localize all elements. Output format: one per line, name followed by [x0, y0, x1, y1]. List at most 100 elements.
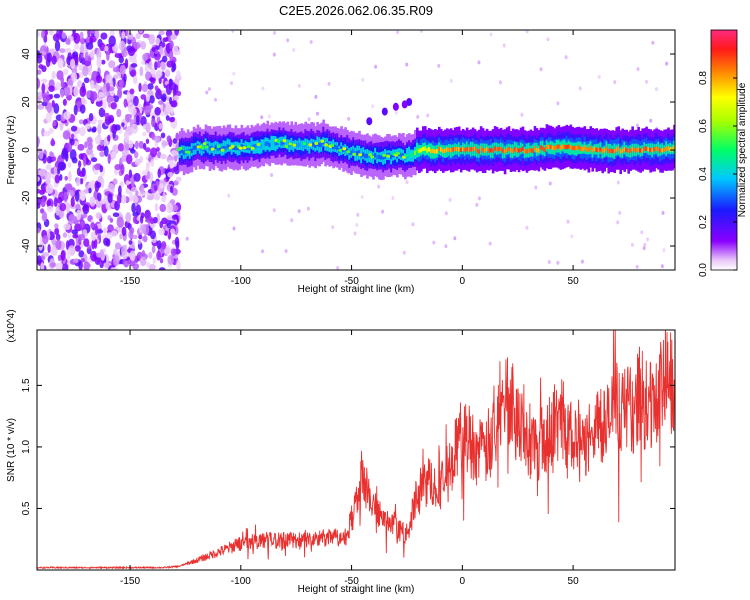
- heatmap-ridge-core: [380, 155, 383, 160]
- heatmap-speck: [556, 101, 560, 106]
- heatmap-noise-cell: [157, 100, 164, 105]
- heatmap-noise-cell: [157, 88, 161, 95]
- heatmap-noise-cell: [116, 216, 124, 228]
- heatmap-speck: [394, 110, 398, 115]
- heatmap-noise-cell: [58, 209, 64, 218]
- heatmap-ridge-core: [453, 146, 457, 152]
- heatmap-noise-cell: [55, 114, 63, 121]
- heatmap-noise-cell: [110, 267, 118, 270]
- heatmap-ridge-core: [274, 141, 277, 146]
- heatmap-noise-cell: [107, 96, 111, 108]
- heatmap-noise-cell: [170, 150, 178, 156]
- heatmap-noise-cell: [165, 115, 170, 121]
- heatmap-ridge-core: [515, 147, 519, 153]
- heatmap-noise-cell: [174, 236, 180, 247]
- heatmap-ridge-core: [340, 145, 343, 151]
- heatmap-speck: [371, 104, 375, 109]
- heatmap-ridge-highlight: [204, 145, 209, 149]
- heatmap-ridge-core: [216, 146, 220, 151]
- heatmap-speck: [374, 64, 378, 69]
- heatmap-noise-cell: [167, 254, 174, 265]
- heatmap-noise-cell: [82, 229, 88, 236]
- heatmap-ridge-core: [302, 143, 305, 149]
- heatmap-ridge-highlight: [358, 153, 363, 157]
- heatmap-noise-cell: [89, 79, 95, 90]
- heatmap-ridge-highlight: [250, 146, 255, 150]
- heatmap-noise-cell: [165, 102, 172, 113]
- heatmap-ridge-core: [571, 145, 574, 151]
- heatmap-noise-cell: [99, 151, 105, 158]
- heatmap-ridge-core: [613, 149, 616, 154]
- heatmap-noise-cell: [40, 198, 46, 208]
- heatmap-ridge-core: [270, 140, 273, 146]
- heatmap-speck: [498, 80, 502, 85]
- heatmap-ridge-core: [647, 147, 650, 152]
- heatmap-noise-cell: [52, 33, 61, 42]
- heatmap-ridge-highlight: [186, 150, 191, 154]
- heatmap-ridge-core: [635, 147, 638, 153]
- heatmap-speck: [570, 234, 574, 239]
- heatmap-noise-cell: [90, 49, 95, 58]
- heatmap-noise-cell: [167, 155, 175, 161]
- heatmap-speck: [477, 196, 481, 201]
- heatmap-noise-cell: [175, 176, 182, 182]
- heatmap-speck: [286, 38, 290, 43]
- heatmap-ridge-core: [266, 141, 269, 146]
- heatmap-ridge-highlight: [292, 143, 297, 147]
- snr-frame: [36, 329, 676, 571]
- heatmap-noise-cell: [145, 261, 151, 268]
- heatmap-noise-cell: [148, 61, 153, 70]
- heatmap-noise-cell: [62, 130, 71, 140]
- heatmap-noise-cell: [92, 126, 97, 132]
- heatmap-ridge-core: [310, 141, 313, 146]
- heatmap-noise-cell: [99, 249, 105, 259]
- heatmap-speck: [327, 81, 331, 86]
- heatmap-artifact: [366, 117, 373, 126]
- heatmap-noise-cell: [161, 217, 168, 225]
- heatmap-noise-cell: [43, 130, 51, 137]
- heatmap-ridge-highlight: [284, 144, 289, 149]
- y-tick-label: 0: [21, 147, 32, 153]
- heatmap-noise-cell: [42, 211, 48, 222]
- heatmap-ridge-core: [258, 144, 261, 149]
- heatmap-noise-cell: [153, 192, 161, 200]
- heatmap-noise-cell: [125, 180, 130, 186]
- heatmap-ridge-core: [599, 147, 602, 152]
- heatmap-noise-cell: [53, 197, 58, 208]
- heatmap-ridge-core: [625, 147, 628, 153]
- heatmap-noise-cell: [49, 151, 54, 157]
- heatmap-noise-cell: [135, 33, 141, 40]
- heatmap-noise-cell: [164, 69, 171, 78]
- heatmap-noise-cell: [82, 205, 89, 212]
- heatmap-ridge-core: [505, 147, 509, 153]
- heatmap-noise-cell: [165, 36, 169, 42]
- heatmap-noise-cell: [94, 30, 100, 40]
- colorbar-tick-label: 0.6: [698, 119, 709, 133]
- heatmap-ridge-core: [312, 142, 315, 147]
- heatmap-noise-cell: [69, 137, 75, 146]
- heatmap-ridge-highlight: [288, 142, 293, 146]
- heatmap-noise-cell: [152, 256, 157, 264]
- heatmap-ridge-highlight: [342, 147, 347, 151]
- heatmap-speck: [534, 185, 538, 190]
- heatmap-noise-cell: [175, 132, 180, 141]
- heatmap-speck: [654, 87, 658, 92]
- heatmap-noise-cell: [107, 193, 113, 204]
- heatmap-ridge-core: [567, 144, 570, 149]
- heatmap-noise-cell: [40, 262, 45, 270]
- heatmap-noise-cell: [38, 168, 47, 177]
- heatmap-speck: [272, 52, 276, 57]
- heatmap-ridge-core: [416, 148, 419, 153]
- heatmap-noise-cell: [149, 77, 155, 83]
- heatmap-ridge-core: [410, 153, 413, 158]
- heatmap-noise-cell: [38, 64, 44, 69]
- heatmap-noise-cell: [176, 70, 181, 80]
- heatmap-noise-cell: [148, 251, 153, 259]
- heatmap-ridge-core: [178, 149, 182, 155]
- heatmap-ridge-core: [180, 148, 184, 153]
- heatmap-speck: [597, 74, 601, 79]
- heatmap-ridge-core: [655, 146, 658, 151]
- heatmap-speck: [564, 55, 568, 60]
- heatmap-ridge-highlight: [368, 152, 373, 157]
- heatmap-noise-cell: [113, 254, 120, 267]
